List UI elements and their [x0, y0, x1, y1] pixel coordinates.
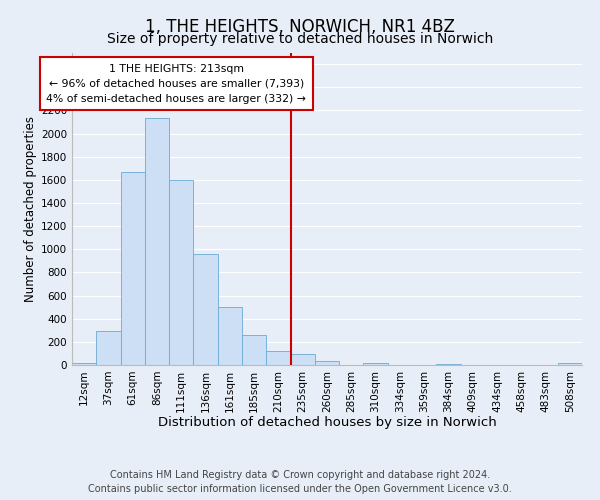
Bar	[96, 332, 121, 365]
Bar	[218, 306, 242, 365]
Text: Size of property relative to detached houses in Norwich: Size of property relative to detached ho…	[107, 32, 493, 46]
Bar	[242, 336, 266, 365]
Bar	[364, 362, 388, 365]
Text: 1 THE HEIGHTS: 213sqm
← 96% of detached houses are smaller (7,393)
4% of semi-de: 1 THE HEIGHTS: 213sqm ← 96% of detached …	[46, 64, 307, 104]
Text: 1, THE HEIGHTS, NORWICH, NR1 4BZ: 1, THE HEIGHTS, NORWICH, NR1 4BZ	[145, 18, 455, 36]
X-axis label: Distribution of detached houses by size in Norwich: Distribution of detached houses by size …	[158, 416, 496, 429]
Text: Contains HM Land Registry data © Crown copyright and database right 2024.
Contai: Contains HM Land Registry data © Crown c…	[88, 470, 512, 494]
Bar	[315, 361, 339, 365]
Bar	[290, 354, 315, 365]
Bar	[436, 364, 461, 365]
Bar	[169, 180, 193, 365]
Bar	[558, 362, 582, 365]
Bar	[145, 118, 169, 365]
Bar	[72, 364, 96, 365]
Bar	[266, 350, 290, 365]
Bar	[121, 172, 145, 365]
Y-axis label: Number of detached properties: Number of detached properties	[24, 116, 37, 302]
Bar	[193, 254, 218, 365]
